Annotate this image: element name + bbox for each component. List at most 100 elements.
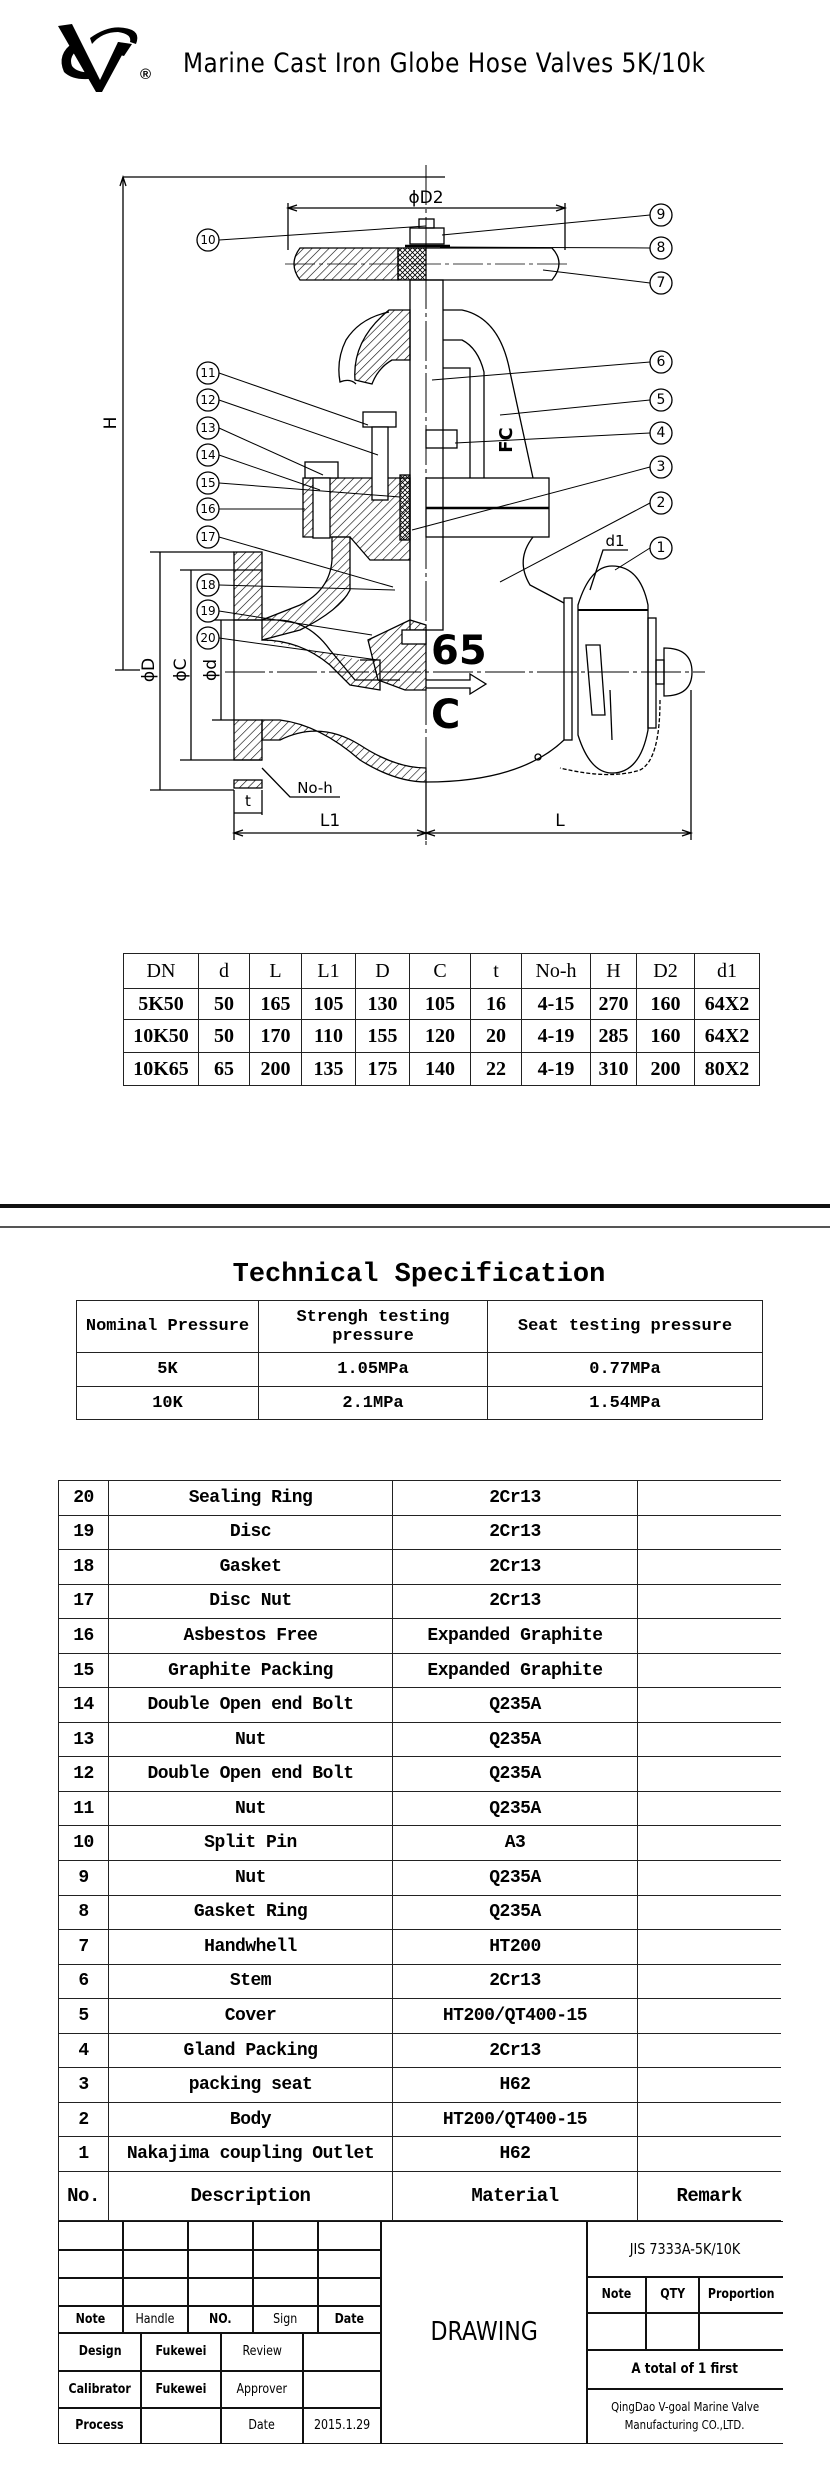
drawing-label-text: DRAWING	[430, 2317, 538, 2348]
dim-table-row: 10K50 50 170 110 155 120 20 4-19 285 160 64X2	[123, 1019, 760, 1053]
date-value-text: 2015.1.29	[313, 2417, 370, 2433]
proportion-label-text: Proportion	[707, 2287, 775, 2303]
parts-table-row: 10 Split Pin A3	[58, 1825, 781, 1862]
dim-table-row-cell: 200	[636, 1052, 695, 1086]
proportion-value	[698, 2312, 783, 2351]
dim-table-row-cell: 170	[249, 1019, 302, 1053]
dim-header-row-cell: d	[198, 953, 250, 989]
label-l: L	[555, 811, 565, 831]
dim-header-row-cell: d1	[694, 953, 760, 989]
parts-table-row-cell: Q235A	[392, 1687, 638, 1723]
dim-table-row-cell: 120	[409, 1019, 471, 1053]
callout-14: 14	[200, 448, 215, 462]
parts-table-row-cell: Gasket Ring	[108, 1894, 393, 1931]
callout-7: 7	[657, 275, 666, 291]
revision-cell	[122, 2277, 189, 2307]
parts-table-row-cell: 14	[58, 1687, 109, 1723]
spec-table-row-cell: 2.1MPa	[258, 1386, 488, 1420]
parts-table-row-cell: Split Pin	[108, 1825, 393, 1862]
dim-header-row-cell: D	[355, 953, 410, 989]
dim-table-row-cell: 16	[470, 988, 522, 1020]
dim-table-row-cell: 4-15	[521, 988, 591, 1020]
parts-header-row-cell: Remark	[637, 2170, 781, 2221]
parts-table-row-cell: HT200	[392, 1929, 638, 1965]
valve-body	[522, 536, 565, 604]
label-phi-d: ϕd	[201, 659, 221, 681]
parts-table-row-cell: 12	[58, 1756, 109, 1792]
callout-4: 4	[657, 425, 666, 441]
parts-table-row: 2 Body HT200/QT400-15	[58, 2101, 781, 2138]
parts-header-row-cell: Material	[392, 2170, 638, 2221]
coupling-ring	[563, 597, 573, 741]
parts-table-row: 17 Disc Nut 2Cr13	[58, 1583, 781, 1620]
label-phi-c: ϕC	[171, 658, 191, 681]
parts-table-row-cell: Nut	[108, 1721, 393, 1758]
parts-table-row-cell: 11	[58, 1790, 109, 1827]
parts-table-row-cell	[637, 1480, 781, 1516]
design-value: Fukewei	[140, 2332, 222, 2372]
dim-table-row-cell: 155	[355, 1019, 410, 1053]
parts-table-row-cell: Double Open end Bolt	[108, 1687, 393, 1723]
parts-table-row-cell: 13	[58, 1721, 109, 1758]
process-label-text: Process	[75, 2417, 124, 2433]
spec-header-row-cell: Strengh testing pressure	[258, 1300, 488, 1353]
dim-header-row-cell: D2	[636, 953, 695, 989]
dim-table-row-cell: 310	[590, 1052, 637, 1086]
revision-cell	[122, 2221, 189, 2251]
callout-11: 11	[200, 366, 215, 380]
parts-table-row-cell: Handwhell	[108, 1929, 393, 1965]
dim-table-row-cell: 105	[409, 988, 471, 1020]
proportion-label: Proportion	[698, 2276, 783, 2314]
dim-header-row-cell: L1	[301, 953, 356, 989]
valve-drawing: 1 2 3 4 5 6 7 8 9 10 11 12 13 14 15 16 1…	[101, 165, 705, 845]
dim-table-row-cell: 140	[409, 1052, 471, 1086]
parts-table-row-cell: Disc Nut	[108, 1583, 393, 1620]
label-h: H	[101, 417, 121, 430]
parts-table-row-cell	[637, 1583, 781, 1620]
parts-table-row-cell: 7	[58, 1929, 109, 1965]
dim-header-row-cell: No-h	[521, 953, 591, 989]
calibrator-label-text: Calibrator	[68, 2381, 131, 2397]
design-label: Design	[58, 2332, 142, 2372]
parts-table-row-cell: Nut	[108, 1860, 393, 1896]
dim-table-row: 5K50 50 165 105 130 105 16 4-15 270 160 64X2	[123, 988, 760, 1020]
revision-header: NO.	[187, 2305, 254, 2334]
parts-table-row-cell: 4	[58, 2032, 109, 2069]
label-phi-d-outer: ϕD	[139, 658, 159, 682]
parts-table-row: 6 Stem 2Cr13	[58, 1963, 781, 2000]
label-c-mark: C	[431, 692, 460, 738]
parts-table-row-cell: Expanded Graphite	[392, 1618, 638, 1654]
revision-header: Sign	[252, 2305, 319, 2334]
parts-table-row-cell: 5	[58, 1998, 109, 2034]
dim-table-row-cell: 4-19	[521, 1019, 591, 1053]
parts-table-row-cell: 2Cr13	[392, 1583, 638, 1620]
sheet-count-text: A total of 1 first	[631, 2361, 739, 2378]
callout-2: 2	[657, 495, 666, 511]
revision-header-text: Handle	[135, 2311, 175, 2327]
callout-15: 15	[200, 476, 215, 490]
tech-spec-title: Technical Specification	[232, 1260, 606, 1290]
parts-table-row-cell: 2Cr13	[392, 1514, 638, 1551]
callout-13: 13	[200, 421, 215, 435]
parts-table-row-cell: Disc	[108, 1514, 393, 1551]
dim-header-row-cell: C	[409, 953, 471, 989]
design-value-text: Fukewei	[155, 2344, 207, 2360]
dim-table-row-cell: 4-19	[521, 1052, 591, 1086]
revision-cell	[187, 2221, 254, 2251]
revision-header: Note	[58, 2305, 124, 2334]
parts-table-row-cell: Sealing Ring	[108, 1480, 393, 1516]
dim-table-row-cell: 80X2	[694, 1052, 760, 1086]
nakajima-coupling	[577, 565, 649, 774]
label-d2: ϕD2	[408, 188, 443, 208]
dim-table-row: 10K65 65 200 135 175 140 22 4-19 310 200 80X2	[123, 1052, 760, 1086]
section-divider-thin	[0, 1226, 830, 1228]
parts-table-row-cell	[637, 1860, 781, 1896]
revision-cell	[317, 2249, 382, 2279]
spec-table-row-cell: 5K	[76, 1352, 259, 1387]
design-label-text: Design	[78, 2344, 122, 2360]
parts-table-row-cell	[637, 1549, 781, 1585]
callout-1: 1	[657, 540, 666, 556]
label-fc: FC	[496, 427, 517, 453]
parts-table-row-cell: Stem	[108, 1963, 393, 2000]
revision-cell	[317, 2277, 382, 2307]
